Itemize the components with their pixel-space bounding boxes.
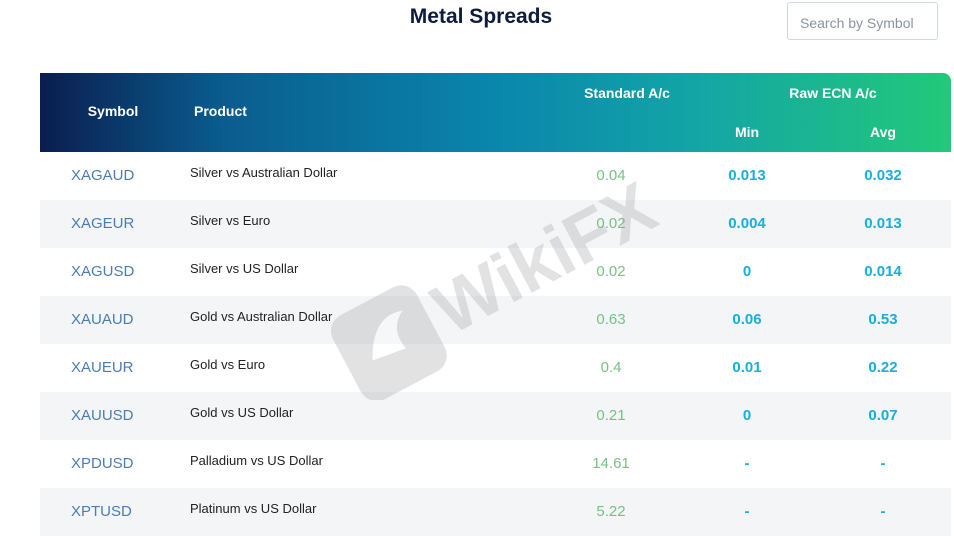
product-cell: Silver vs Australian Dollar xyxy=(190,165,338,180)
raw-avg-spread: - xyxy=(880,503,886,520)
product-cell: Silver vs US Dollar xyxy=(190,261,299,276)
symbol-cell: XAGEUR xyxy=(71,215,135,232)
symbol-cell: XAUUSD xyxy=(71,407,134,424)
column-header: Standard A/c xyxy=(584,85,670,101)
standard-spread: 0.02 xyxy=(596,215,626,232)
column-header: Raw ECN A/c xyxy=(789,85,877,101)
raw-min-spread: 0 xyxy=(742,407,752,424)
product-cell: Palladium vs US Dollar xyxy=(190,453,323,468)
table-row xyxy=(40,392,951,440)
symbol-cell: XPDUSD xyxy=(71,455,134,472)
product-cell: Silver vs Euro xyxy=(190,213,271,228)
raw-avg-spread: 0.014 xyxy=(864,263,902,280)
raw-avg-spread: 0.07 xyxy=(868,407,898,424)
product-cell: Platinum vs US Dollar xyxy=(190,501,317,516)
table-row xyxy=(40,296,951,344)
column-header: Symbol xyxy=(87,103,139,119)
symbol-cell: XAGAUD xyxy=(71,167,135,184)
symbol-cell: XAUEUR xyxy=(71,359,134,376)
symbol-cell: XPTUSD xyxy=(71,503,132,520)
table-row xyxy=(40,488,951,536)
symbol-cell: XAUAUD xyxy=(71,311,134,328)
standard-spread: 0.21 xyxy=(596,407,626,424)
table-row xyxy=(40,440,951,488)
table-row xyxy=(40,344,951,392)
standard-spread: 0.02 xyxy=(596,263,626,280)
column-header: Product xyxy=(194,103,247,119)
raw-min-spread: 0 xyxy=(742,263,752,280)
raw-min-spread: 0.013 xyxy=(728,167,766,184)
raw-min-spread: - xyxy=(744,455,750,472)
column-header: Avg xyxy=(870,124,896,140)
symbol-cell: XAGUSD xyxy=(71,263,135,280)
standard-spread: 0.04 xyxy=(596,167,626,184)
raw-min-spread: 0.01 xyxy=(732,359,762,376)
product-cell: Gold vs US Dollar xyxy=(190,405,294,420)
product-cell: Gold vs Australian Dollar xyxy=(190,309,333,324)
raw-avg-spread: 0.22 xyxy=(868,359,898,376)
standard-spread: 5.22 xyxy=(596,503,626,520)
table-header xyxy=(40,73,951,152)
search-box[interactable] xyxy=(787,2,938,40)
raw-avg-spread: 0.032 xyxy=(864,167,902,184)
table-row xyxy=(40,248,951,296)
raw-avg-spread: 0.53 xyxy=(868,311,898,328)
table-row xyxy=(40,152,951,200)
standard-spread: 0.63 xyxy=(596,311,626,328)
search-placeholder: Search by Symbol xyxy=(800,15,914,31)
standard-spread: 14.61 xyxy=(592,455,630,472)
page-title: Metal Spreads xyxy=(409,5,553,28)
raw-avg-spread: - xyxy=(880,455,886,472)
column-header: Min xyxy=(734,124,760,140)
raw-min-spread: 0.06 xyxy=(732,311,762,328)
product-cell: Gold vs Euro xyxy=(190,357,266,372)
standard-spread: 0.4 xyxy=(600,359,622,376)
raw-min-spread: 0.004 xyxy=(728,215,766,232)
raw-min-spread: - xyxy=(744,503,750,520)
raw-avg-spread: 0.013 xyxy=(864,215,902,232)
table-row xyxy=(40,200,951,248)
